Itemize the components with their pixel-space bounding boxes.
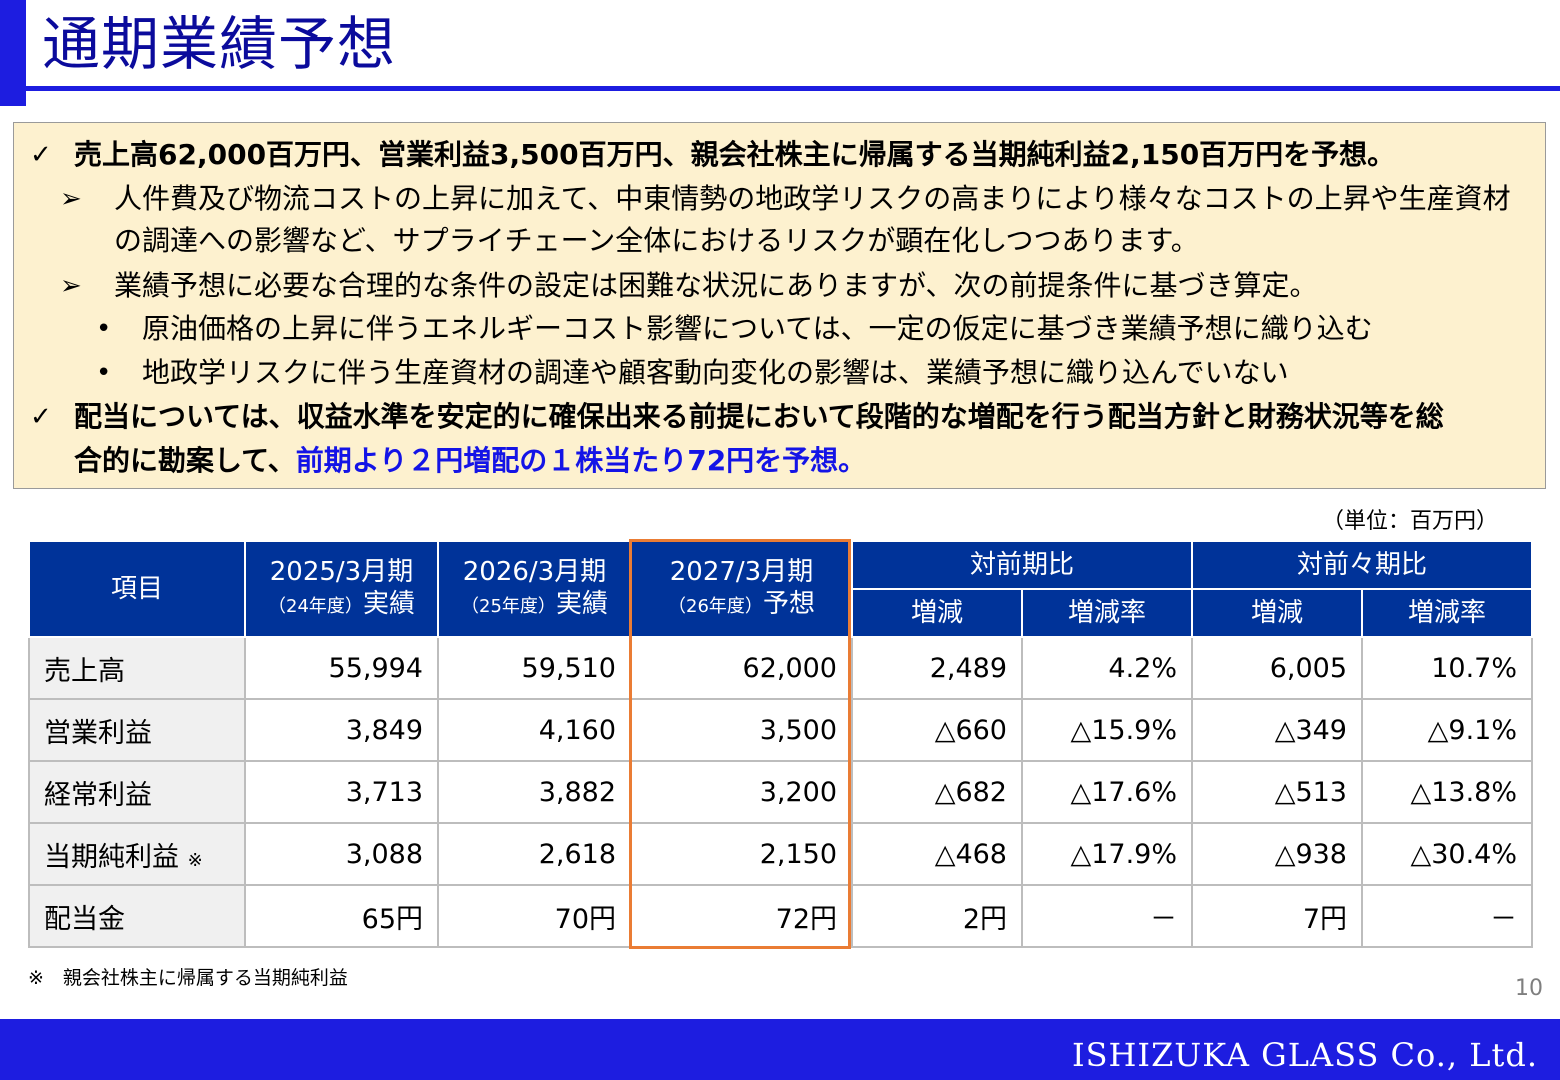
header-fy2025-period: 2025/3月期 <box>269 556 414 587</box>
title-underline <box>26 86 1560 91</box>
page-title: 通期業績予想 <box>42 10 397 78</box>
table-row-operating-income: 営業利益 3,849 4,160 3,500 △660 △15.9% △349 … <box>28 698 1533 762</box>
arrow-icon: ➢ <box>60 184 82 214</box>
footnote-mark: ※ <box>187 849 203 871</box>
summary-risk-line-2: の調達への影響など、サプライチェーン全体におけるリスクが顕在化しつつあります。 <box>114 224 1199 257</box>
header-fy2026-period: 2026/3月期 <box>462 556 607 587</box>
header-fy2025-sub: （24年度） <box>268 595 363 617</box>
header-item: 項目 <box>28 540 246 638</box>
footer-bar: ISHIZUKA GLASS Co., Ltd. <box>0 1019 1560 1080</box>
row-label: 経常利益 <box>28 760 246 824</box>
unit-label: （単位：百万円） <box>1322 509 1499 534</box>
cell-yoy-change: △468 <box>851 822 1023 886</box>
header-fy2025-type: 実績 <box>362 588 415 619</box>
cell-yoy2-change: △938 <box>1191 822 1363 886</box>
summary-box: ✓ 売上高62,000百万円、営業利益3,500百万円、親会社株主に帰属する当期… <box>13 122 1546 489</box>
cell-fy2027: 3,500 <box>630 698 853 762</box>
bullet-dot-icon: • <box>96 314 112 344</box>
summary-geopolitical-line: 地政学リスクに伴う生産資材の調達や顧客動向変化の影響は、業績予想に織り込んでいな… <box>142 356 1289 389</box>
cell-fy2027: 2,150 <box>630 822 853 886</box>
header-fy2026-type: 実績 <box>555 588 608 619</box>
table-row-sales: 売上高 55,994 59,510 62,000 2,489 4.2% 6,00… <box>28 636 1533 700</box>
row-label: 売上高 <box>28 636 246 700</box>
cell-yoy-change: △660 <box>851 698 1023 762</box>
summary-dividend-line-1: 配当については、収益水準を安定的に確保出来る前提において段階的な増配を行う配当方… <box>74 400 1444 433</box>
row-label: 営業利益 <box>28 698 246 762</box>
header-fy2027-period: 2027/3月期 <box>669 556 814 587</box>
dividend-forecast-highlight: 前期より２円増配の１株当たり72円を予想。 <box>295 444 867 477</box>
bullet-dot-icon: • <box>96 358 112 388</box>
cell-yoy-rate: △17.6% <box>1021 760 1193 824</box>
row-label: 当期純利益 ※ <box>28 822 246 886</box>
cell-fy2025: 55,994 <box>244 636 439 700</box>
page-number: 10 <box>1515 976 1543 1001</box>
summary-forecast-line: 売上高62,000百万円、営業利益3,500百万円、親会社株主に帰属する当期純利… <box>74 138 1396 171</box>
cell-yoy-change: 2円 <box>851 884 1023 948</box>
summary-risk-line-1: 人件費及び物流コストの上昇に加えて、中東情勢の地政学リスクの高まりにより様々なコ… <box>114 182 1511 215</box>
cell-yoy-rate: 4.2% <box>1021 636 1193 700</box>
cell-yoy-rate: △17.9% <box>1021 822 1193 886</box>
header-fy2026: 2026/3月期 （25年度）実績 <box>437 540 632 638</box>
table-row-dividend: 配当金 65円 70円 72円 2円 － 7円 － <box>28 884 1533 948</box>
header-fy2027: 2027/3月期 （26年度）予想 <box>630 540 853 638</box>
cell-yoy2-change: 7円 <box>1191 884 1363 948</box>
company-name: ISHIZUKA GLASS Co., Ltd. <box>1071 1036 1538 1074</box>
row-label-text: 当期純利益 <box>44 841 179 873</box>
forecast-table: 項目 2025/3月期 （24年度）実績 2026/3月期 （25年度）実績 202… <box>28 540 1533 948</box>
header-yoy: 対前期比 <box>851 540 1193 590</box>
arrow-icon: ➢ <box>60 271 82 301</box>
cell-yoy2-rate: △13.8% <box>1361 760 1533 824</box>
cell-fy2027: 62,000 <box>630 636 853 700</box>
dividend-policy-text: 合的に勘案して、 <box>74 444 296 477</box>
check-icon: ✓ <box>30 140 52 170</box>
header-fy2027-type: 予想 <box>762 588 815 619</box>
cell-yoy-change: 2,489 <box>851 636 1023 700</box>
cell-yoy2-rate: △30.4% <box>1361 822 1533 886</box>
cell-yoy-rate: △15.9% <box>1021 698 1193 762</box>
cell-fy2026: 70円 <box>437 884 632 948</box>
cell-fy2027: 3,200 <box>630 760 853 824</box>
cell-fy2026: 3,882 <box>437 760 632 824</box>
cell-fy2025: 3,849 <box>244 698 439 762</box>
check-icon: ✓ <box>30 402 52 432</box>
header-yoy2-rate: 増減率 <box>1361 588 1533 638</box>
cell-fy2027: 72円 <box>630 884 853 948</box>
header-yoy-rate: 増減率 <box>1021 588 1193 638</box>
header-fy2026-sub: （25年度） <box>461 595 556 617</box>
cell-fy2026: 2,618 <box>437 822 632 886</box>
cell-yoy2-rate: － <box>1361 884 1533 948</box>
cell-yoy2-rate: 10.7% <box>1361 636 1533 700</box>
header-fy2027-sub: （26年度） <box>668 595 763 617</box>
cell-fy2025: 65円 <box>244 884 439 948</box>
table-row-ordinary-income: 経常利益 3,713 3,882 3,200 △682 △17.6% △513 … <box>28 760 1533 824</box>
cell-yoy2-change: △349 <box>1191 698 1363 762</box>
header-yoy-change: 増減 <box>851 588 1023 638</box>
cell-yoy2-change: 6,005 <box>1191 636 1363 700</box>
cell-fy2025: 3,713 <box>244 760 439 824</box>
summary-oil-line: 原油価格の上昇に伴うエネルギーコスト影響については、一定の仮定に基づき業績予想に… <box>142 312 1373 345</box>
header-yoy2-change: 増減 <box>1191 588 1363 638</box>
row-label: 配当金 <box>28 884 246 948</box>
cell-yoy-rate: － <box>1021 884 1193 948</box>
header-yoy2: 対前々期比 <box>1191 540 1533 590</box>
cell-fy2026: 59,510 <box>437 636 632 700</box>
table-row-net-income: 当期純利益 ※ 3,088 2,618 2,150 △468 △17.9% △9… <box>28 822 1533 886</box>
cell-fy2026: 4,160 <box>437 698 632 762</box>
footnote: ※ 親会社株主に帰属する当期純利益 <box>28 967 348 989</box>
header-fy2025: 2025/3月期 （24年度）実績 <box>244 540 439 638</box>
cell-fy2025: 3,088 <box>244 822 439 886</box>
cell-yoy2-change: △513 <box>1191 760 1363 824</box>
cell-yoy2-rate: △9.1% <box>1361 698 1533 762</box>
summary-dividend-line-2: 合的に勘案して、前期より２円増配の１株当たり72円を予想。 <box>74 441 866 481</box>
summary-assumption-line: 業績予想に必要な合理的な条件の設定は困難な状況にありますが、次の前提条件に基づき… <box>114 269 1318 302</box>
cell-yoy-change: △682 <box>851 760 1023 824</box>
title-accent-bar <box>0 0 26 106</box>
